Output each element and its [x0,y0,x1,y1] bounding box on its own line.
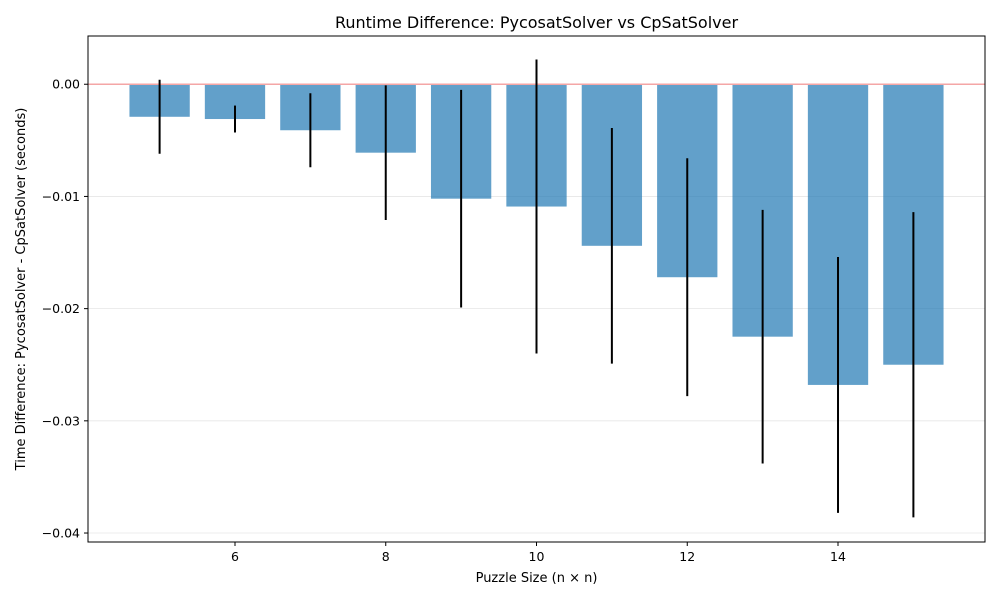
chart-title: Runtime Difference: PycosatSolver vs CpS… [335,13,739,32]
y-tick-label: −0.02 [42,301,80,316]
y-axis-label: Time Difference: PycosatSolver - CpSatSo… [14,108,29,472]
y-tick-label: −0.03 [42,413,80,428]
y-tick-label: 0.00 [52,77,80,92]
x-tick-label: 8 [382,549,390,564]
x-axis-label: Puzzle Size (n × n) [476,571,598,586]
x-tick-label: 14 [830,549,846,564]
ticks-layer: 6 8 10 12 14 0.00 −0.01 −0.02 −0.03 −0.04 [42,77,846,564]
y-tick-label: −0.04 [42,526,80,541]
y-tick-label: −0.01 [42,189,80,204]
x-tick-label: 6 [231,549,239,564]
x-tick-label: 12 [679,549,695,564]
error-bars-layer [158,59,915,518]
x-tick-label: 10 [529,549,545,564]
